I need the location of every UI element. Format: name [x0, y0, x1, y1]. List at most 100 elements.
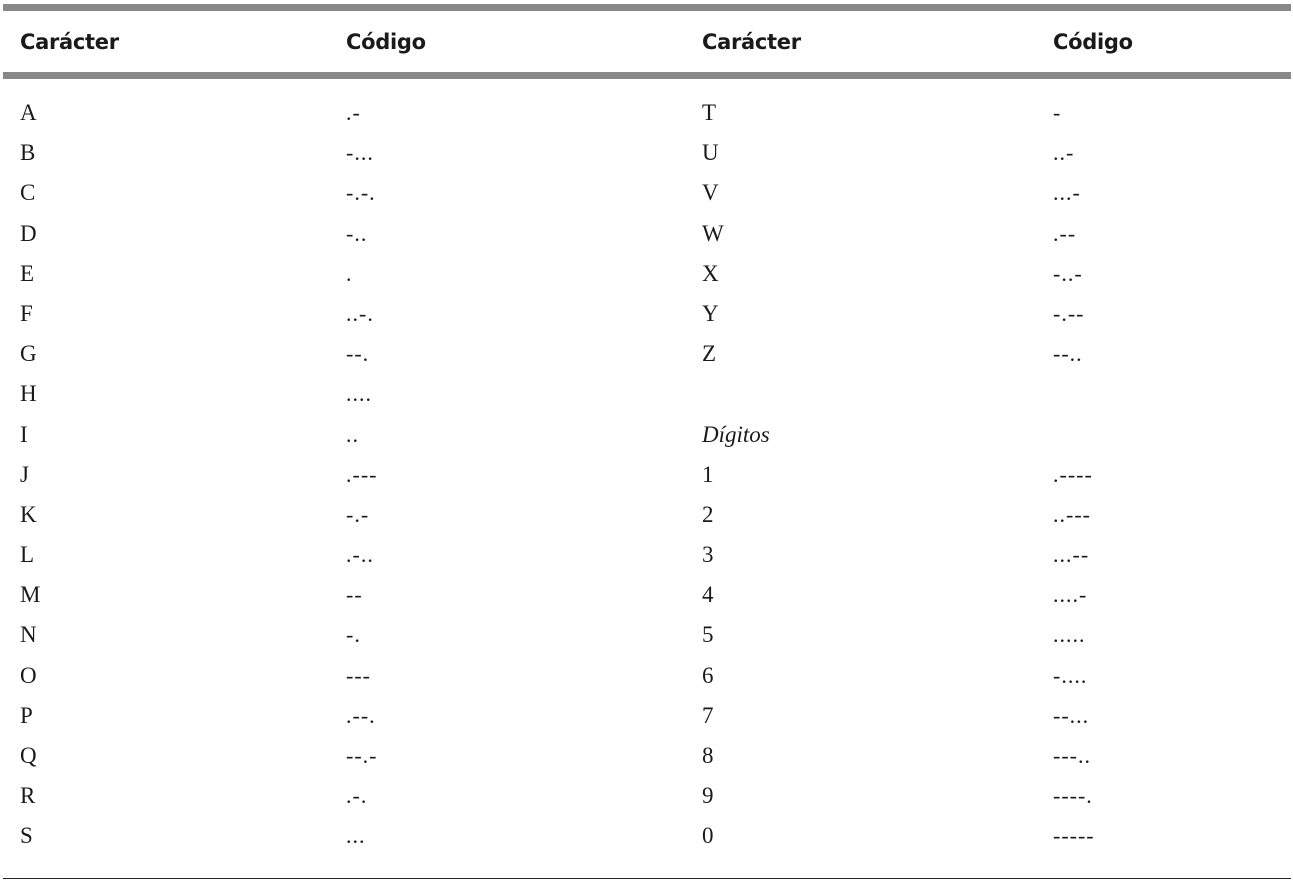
char-cell: R	[20, 783, 36, 809]
code-cell: .....	[1053, 622, 1086, 648]
table-row: C -.-. V ...-	[0, 173, 1293, 213]
char-cell: D	[20, 220, 37, 246]
char-cell: V	[702, 180, 719, 206]
char-cell: S	[20, 823, 33, 849]
header-codigo-2: Código	[1053, 30, 1133, 54]
char-cell: 6	[702, 662, 714, 688]
header-caracter-1: Carácter	[20, 30, 119, 54]
char-cell: B	[20, 140, 36, 166]
code-cell: .-..	[346, 542, 374, 568]
code-cell: -	[1053, 100, 1062, 125]
char-cell: G	[20, 341, 37, 367]
char-cell: 5	[702, 622, 714, 648]
code-cell: ...--	[1053, 542, 1090, 568]
code-cell: ----.	[1053, 783, 1093, 809]
code-cell: ..	[346, 421, 359, 447]
char-cell: P	[20, 702, 33, 728]
table-top-rule	[3, 4, 1291, 11]
code-cell: -....	[1053, 662, 1088, 688]
code-cell: --	[346, 582, 363, 608]
char-cell: C	[20, 180, 36, 206]
char-cell: E	[20, 260, 35, 286]
code-cell: .	[346, 260, 353, 286]
table-row: L .-.. 3 ...--	[0, 535, 1293, 575]
code-cell: --.	[346, 341, 370, 367]
char-cell: A	[20, 100, 37, 125]
char-cell: 0	[702, 823, 714, 849]
char-cell: F	[20, 300, 33, 326]
char-cell: 3	[702, 542, 714, 568]
code-cell: ....-	[1053, 582, 1088, 608]
table-row: G --. Z --..	[0, 334, 1293, 374]
code-cell: .--	[1053, 220, 1077, 246]
table-bottom-rule	[3, 878, 1291, 879]
code-cell: ...	[346, 823, 366, 849]
table-body: A .- T - B -... U ..- C -.-. V ...- D -.. W .-- E. X -..- F…	[0, 93, 1293, 857]
char-cell: 2	[702, 501, 714, 527]
char-cell: 4	[702, 582, 714, 608]
table-row: A .- T -	[0, 93, 1293, 133]
char-cell: X	[702, 260, 719, 286]
table-row: D -.. W .--	[0, 214, 1293, 254]
table-row: E. X -..-	[0, 254, 1293, 294]
code-cell: -...	[346, 140, 374, 166]
char-cell: K	[20, 501, 37, 527]
char-cell: N	[20, 622, 37, 648]
code-cell: ---	[346, 662, 371, 688]
code-cell: .-.	[346, 783, 368, 809]
code-cell: .-	[346, 100, 361, 125]
digits-subheading: Dígitos	[702, 421, 770, 447]
code-cell: --..	[1053, 341, 1083, 367]
code-cell: ..---	[1053, 501, 1091, 527]
header-codigo-1: Código	[346, 30, 426, 54]
code-cell: -.--	[1053, 300, 1085, 326]
char-cell: T	[702, 100, 717, 125]
code-cell: ..-.	[346, 300, 374, 326]
code-cell: .--.	[346, 702, 376, 728]
char-cell: Y	[702, 300, 719, 326]
code-cell: -----	[1053, 823, 1095, 849]
table-row: N -. 5.....	[0, 615, 1293, 655]
char-cell: W	[702, 220, 724, 246]
table-row: P .--. 7 --...	[0, 696, 1293, 736]
char-cell: U	[702, 140, 719, 166]
char-cell: L	[20, 542, 35, 568]
code-cell: --...	[1053, 702, 1090, 728]
table-row: R .-. 9 ----.	[0, 776, 1293, 816]
code-cell: --.-	[346, 743, 378, 768]
code-cell: ---..	[1053, 743, 1091, 768]
code-cell: ....	[346, 381, 372, 407]
char-cell: M	[20, 582, 41, 608]
code-cell: -..-	[1053, 260, 1083, 286]
char-cell: 1	[702, 461, 714, 487]
header-caracter-2: Carácter	[702, 30, 801, 54]
code-cell: .----	[1053, 461, 1093, 487]
table-row: F ..-. Y -.--	[0, 294, 1293, 334]
code-cell: -..	[346, 220, 368, 246]
code-cell: ..-	[1053, 140, 1075, 166]
char-cell: 7	[702, 702, 714, 728]
code-cell: -.-	[346, 501, 370, 527]
char-cell: H	[20, 381, 37, 407]
code-cell: -.-.	[346, 180, 376, 206]
char-cell: 9	[702, 783, 714, 809]
code-cell: ...-	[1053, 180, 1081, 206]
code-cell: .---	[346, 461, 378, 487]
char-cell: 8	[702, 743, 714, 768]
table-row: H....	[0, 374, 1293, 414]
table-row: O --- 6 -....	[0, 656, 1293, 696]
char-cell: Q	[20, 743, 37, 768]
table-row: S... 0 -----	[0, 816, 1293, 856]
table-row: I.. Dígitos	[0, 415, 1293, 455]
table-row: K -.- 2 ..---	[0, 495, 1293, 535]
code-cell: -.	[346, 622, 361, 648]
table-row: J .--- 1 .----	[0, 455, 1293, 495]
table-header-rule	[3, 72, 1291, 79]
char-cell: J	[20, 461, 29, 487]
char-cell: I	[20, 421, 28, 447]
table-row: M -- 4 ....-	[0, 575, 1293, 615]
table-row: Q --.- 8 ---..	[0, 736, 1293, 776]
char-cell: Z	[702, 341, 717, 367]
table-row: B -... U ..-	[0, 133, 1293, 173]
char-cell: O	[20, 662, 37, 688]
